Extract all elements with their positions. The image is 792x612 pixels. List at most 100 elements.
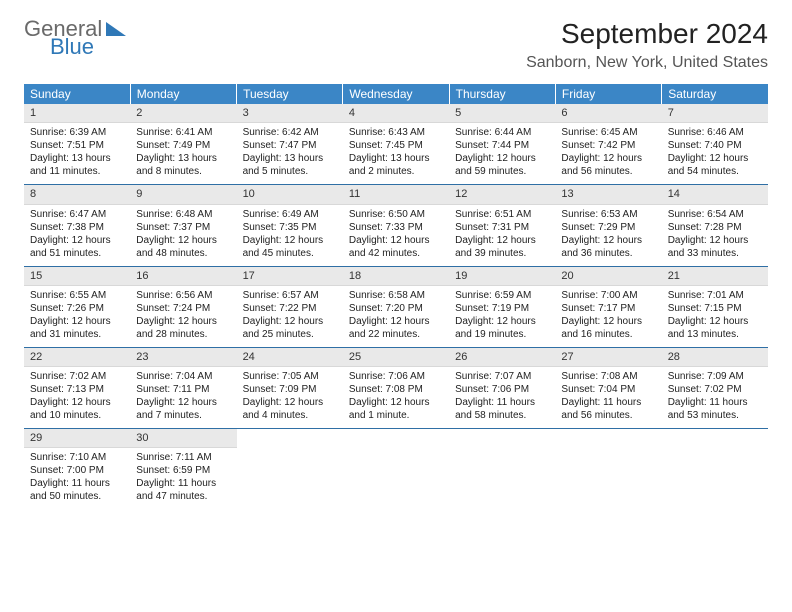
day-body: Sunrise: 7:07 AMSunset: 7:06 PMDaylight:…	[449, 367, 555, 428]
dow-header: Tuesday	[237, 84, 343, 104]
sunrise-line: Sunrise: 6:56 AM	[136, 289, 230, 302]
day-cell: 12Sunrise: 6:51 AMSunset: 7:31 PMDayligh…	[449, 185, 555, 266]
day-body: Sunrise: 7:06 AMSunset: 7:08 PMDaylight:…	[343, 367, 449, 428]
day-body: Sunrise: 7:04 AMSunset: 7:11 PMDaylight:…	[130, 367, 236, 428]
sunrise-line: Sunrise: 6:43 AM	[349, 126, 443, 139]
day-number: 8	[24, 185, 130, 204]
dow-header: Thursday	[449, 84, 555, 104]
sunrise-line: Sunrise: 6:53 AM	[561, 208, 655, 221]
sunset-line: Sunset: 7:20 PM	[349, 302, 443, 315]
day-number: 4	[343, 104, 449, 123]
daylight-line: Daylight: 12 hours and 19 minutes.	[455, 315, 549, 341]
day-body: Sunrise: 6:42 AMSunset: 7:47 PMDaylight:…	[237, 123, 343, 184]
sunset-line: Sunset: 7:33 PM	[349, 221, 443, 234]
day-number: 20	[555, 267, 661, 286]
sunset-line: Sunset: 7:22 PM	[243, 302, 337, 315]
sunrise-line: Sunrise: 6:44 AM	[455, 126, 549, 139]
day-body: Sunrise: 6:57 AMSunset: 7:22 PMDaylight:…	[237, 286, 343, 347]
sunrise-line: Sunrise: 6:46 AM	[668, 126, 762, 139]
sunrise-line: Sunrise: 7:05 AM	[243, 370, 337, 383]
week-row: 8Sunrise: 6:47 AMSunset: 7:38 PMDaylight…	[24, 185, 768, 266]
calendar-table: SundayMondayTuesdayWednesdayThursdayFrid…	[24, 84, 768, 509]
sunrise-line: Sunrise: 6:54 AM	[668, 208, 762, 221]
day-body: Sunrise: 6:47 AMSunset: 7:38 PMDaylight:…	[24, 205, 130, 266]
day-number: 12	[449, 185, 555, 204]
day-cell: 5Sunrise: 6:44 AMSunset: 7:44 PMDaylight…	[449, 104, 555, 185]
dow-header: Sunday	[24, 84, 130, 104]
sunset-line: Sunset: 7:44 PM	[455, 139, 549, 152]
daylight-line: Daylight: 12 hours and 16 minutes.	[561, 315, 655, 341]
day-cell: .	[237, 429, 343, 510]
day-cell: 23Sunrise: 7:04 AMSunset: 7:11 PMDayligh…	[130, 347, 236, 428]
day-number: 5	[449, 104, 555, 123]
sunrise-line: Sunrise: 6:59 AM	[455, 289, 549, 302]
daylight-line: Daylight: 12 hours and 51 minutes.	[30, 234, 124, 260]
day-cell: .	[662, 429, 768, 510]
day-number: 3	[237, 104, 343, 123]
daylight-line: Daylight: 13 hours and 5 minutes.	[243, 152, 337, 178]
day-body: Sunrise: 6:45 AMSunset: 7:42 PMDaylight:…	[555, 123, 661, 184]
day-body: Sunrise: 6:53 AMSunset: 7:29 PMDaylight:…	[555, 205, 661, 266]
day-body: Sunrise: 7:05 AMSunset: 7:09 PMDaylight:…	[237, 367, 343, 428]
sunset-line: Sunset: 7:51 PM	[30, 139, 124, 152]
day-cell: 30Sunrise: 7:11 AMSunset: 6:59 PMDayligh…	[130, 429, 236, 510]
day-cell: 15Sunrise: 6:55 AMSunset: 7:26 PMDayligh…	[24, 266, 130, 347]
day-body: Sunrise: 6:46 AMSunset: 7:40 PMDaylight:…	[662, 123, 768, 184]
day-cell: .	[449, 429, 555, 510]
day-body: Sunrise: 7:09 AMSunset: 7:02 PMDaylight:…	[662, 367, 768, 428]
sunset-line: Sunset: 7:09 PM	[243, 383, 337, 396]
header: General Blue September 2024 Sanborn, New…	[24, 18, 768, 72]
sunrise-line: Sunrise: 6:50 AM	[349, 208, 443, 221]
daylight-line: Daylight: 12 hours and 48 minutes.	[136, 234, 230, 260]
dow-header: Monday	[130, 84, 236, 104]
sunset-line: Sunset: 7:28 PM	[668, 221, 762, 234]
sunrise-line: Sunrise: 7:00 AM	[561, 289, 655, 302]
day-number: 26	[449, 348, 555, 367]
location: Sanborn, New York, United States	[526, 54, 768, 72]
daylight-line: Daylight: 12 hours and 28 minutes.	[136, 315, 230, 341]
daylight-line: Daylight: 12 hours and 54 minutes.	[668, 152, 762, 178]
day-body: Sunrise: 7:01 AMSunset: 7:15 PMDaylight:…	[662, 286, 768, 347]
day-number: 28	[662, 348, 768, 367]
day-number: 1	[24, 104, 130, 123]
day-cell: 6Sunrise: 6:45 AMSunset: 7:42 PMDaylight…	[555, 104, 661, 185]
day-number: 7	[662, 104, 768, 123]
sunset-line: Sunset: 7:37 PM	[136, 221, 230, 234]
day-number: 15	[24, 267, 130, 286]
day-body: Sunrise: 6:43 AMSunset: 7:45 PMDaylight:…	[343, 123, 449, 184]
daylight-line: Daylight: 12 hours and 13 minutes.	[668, 315, 762, 341]
sunrise-line: Sunrise: 7:10 AM	[30, 451, 124, 464]
daylight-line: Daylight: 12 hours and 1 minute.	[349, 396, 443, 422]
sunrise-line: Sunrise: 6:58 AM	[349, 289, 443, 302]
logo-text-blue: Blue	[50, 36, 94, 58]
daylight-line: Daylight: 12 hours and 31 minutes.	[30, 315, 124, 341]
week-row: 29Sunrise: 7:10 AMSunset: 7:00 PMDayligh…	[24, 429, 768, 510]
sunset-line: Sunset: 7:26 PM	[30, 302, 124, 315]
sunrise-line: Sunrise: 7:11 AM	[136, 451, 230, 464]
sunset-line: Sunset: 7:08 PM	[349, 383, 443, 396]
daylight-line: Daylight: 12 hours and 4 minutes.	[243, 396, 337, 422]
day-number: 18	[343, 267, 449, 286]
daylight-line: Daylight: 12 hours and 36 minutes.	[561, 234, 655, 260]
day-body: Sunrise: 6:49 AMSunset: 7:35 PMDaylight:…	[237, 205, 343, 266]
day-cell: .	[555, 429, 661, 510]
day-number: 22	[24, 348, 130, 367]
day-body: Sunrise: 6:56 AMSunset: 7:24 PMDaylight:…	[130, 286, 236, 347]
day-cell: 28Sunrise: 7:09 AMSunset: 7:02 PMDayligh…	[662, 347, 768, 428]
sunrise-line: Sunrise: 7:07 AM	[455, 370, 549, 383]
day-body: Sunrise: 6:39 AMSunset: 7:51 PMDaylight:…	[24, 123, 130, 184]
sunrise-line: Sunrise: 6:39 AM	[30, 126, 124, 139]
dow-header: Saturday	[662, 84, 768, 104]
day-body: Sunrise: 7:00 AMSunset: 7:17 PMDaylight:…	[555, 286, 661, 347]
day-body: Sunrise: 7:10 AMSunset: 7:00 PMDaylight:…	[24, 448, 130, 509]
sunrise-line: Sunrise: 6:42 AM	[243, 126, 337, 139]
daylight-line: Daylight: 12 hours and 33 minutes.	[668, 234, 762, 260]
sunset-line: Sunset: 7:40 PM	[668, 139, 762, 152]
day-cell: 2Sunrise: 6:41 AMSunset: 7:49 PMDaylight…	[130, 104, 236, 185]
day-cell: 7Sunrise: 6:46 AMSunset: 7:40 PMDaylight…	[662, 104, 768, 185]
sunset-line: Sunset: 7:11 PM	[136, 383, 230, 396]
day-cell: 8Sunrise: 6:47 AMSunset: 7:38 PMDaylight…	[24, 185, 130, 266]
day-number: 6	[555, 104, 661, 123]
sunrise-line: Sunrise: 6:51 AM	[455, 208, 549, 221]
daylight-line: Daylight: 11 hours and 58 minutes.	[455, 396, 549, 422]
